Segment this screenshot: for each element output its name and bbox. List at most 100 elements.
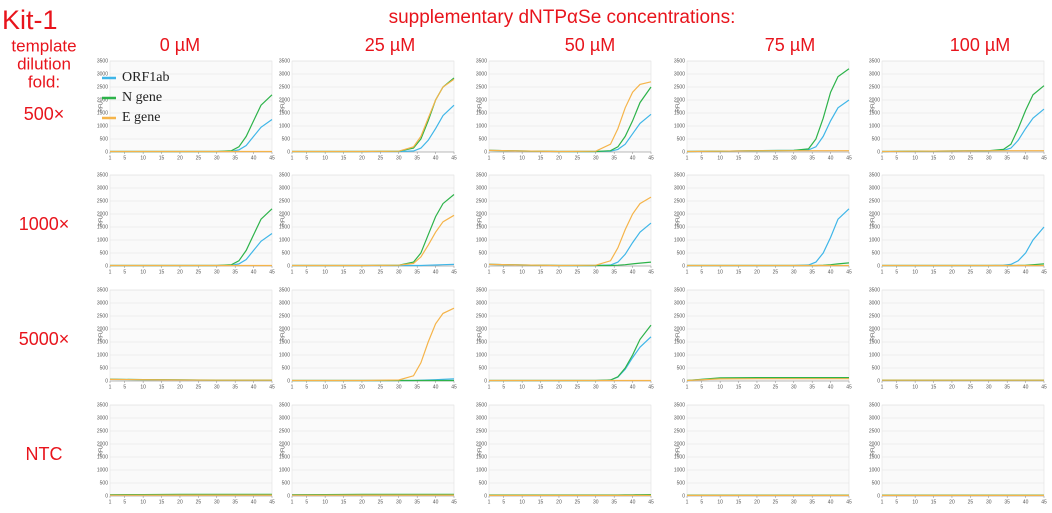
x-tick-label: 20 bbox=[556, 499, 562, 505]
x-tick-label: 30 bbox=[791, 384, 797, 390]
x-tick-label: 40 bbox=[251, 499, 257, 505]
y-tick-label: 1000 bbox=[869, 237, 880, 243]
x-tick-label: 40 bbox=[630, 269, 636, 275]
y-tick-label: 0 bbox=[682, 263, 685, 269]
x-tick-label: 1 bbox=[488, 384, 491, 390]
y-tick-label: 2500 bbox=[674, 428, 685, 434]
y-axis-label: RFU bbox=[280, 101, 286, 112]
x-tick-label: 5 bbox=[305, 269, 308, 275]
x-tick-label: 35 bbox=[611, 155, 617, 161]
x-tick-label: 30 bbox=[986, 499, 992, 505]
plot-area bbox=[488, 404, 652, 497]
x-tick-label: 40 bbox=[433, 384, 439, 390]
x-tick-label: 25 bbox=[378, 155, 384, 161]
y-tick-label: 0 bbox=[682, 493, 685, 499]
x-tick-label: 5 bbox=[305, 155, 308, 161]
y-tick-label: 1500 bbox=[279, 224, 290, 230]
concentration-label: supplementary dNTPαSe concentrations: bbox=[389, 7, 736, 28]
y-tick-label: 0 bbox=[877, 378, 880, 384]
x-tick-label: 1 bbox=[488, 269, 491, 275]
y-axis-label: RFU bbox=[477, 445, 483, 456]
x-tick-label: 20 bbox=[949, 384, 955, 390]
x-tick-label: 5 bbox=[502, 269, 505, 275]
plot-area bbox=[291, 404, 455, 497]
x-tick-label: 35 bbox=[1004, 384, 1010, 390]
y-tick-label: 1500 bbox=[674, 224, 685, 230]
x-tick-label: 30 bbox=[396, 155, 402, 161]
x-tick-label: 1 bbox=[881, 269, 884, 275]
x-tick-label: 15 bbox=[931, 269, 937, 275]
x-tick-label: 35 bbox=[1004, 269, 1010, 275]
x-tick-label: 30 bbox=[396, 499, 402, 505]
plot-area bbox=[488, 174, 652, 267]
y-tick-label: 1000 bbox=[279, 352, 290, 358]
y-tick-label: 2000 bbox=[869, 97, 880, 103]
x-tick-label: 40 bbox=[1023, 499, 1029, 505]
plot-area bbox=[291, 174, 455, 267]
y-tick-label: 1500 bbox=[869, 454, 880, 460]
legend-label: N gene bbox=[122, 90, 162, 105]
series-line bbox=[686, 378, 849, 382]
x-tick-label: 20 bbox=[949, 155, 955, 161]
y-tick-label: 3000 bbox=[674, 185, 685, 191]
y-tick-label: 2500 bbox=[97, 313, 108, 319]
y-tick-label: 3500 bbox=[97, 402, 108, 408]
y-tick-label: 2500 bbox=[674, 198, 685, 204]
x-tick-label: 45 bbox=[1041, 155, 1047, 161]
y-tick-label: 3000 bbox=[869, 71, 880, 77]
y-tick-label: 3500 bbox=[869, 402, 880, 408]
x-tick-label: 5 bbox=[700, 384, 703, 390]
x-tick-label: 25 bbox=[773, 269, 779, 275]
x-tick-label: 25 bbox=[196, 384, 202, 390]
x-tick-label: 10 bbox=[140, 269, 146, 275]
y-tick-label: 0 bbox=[484, 263, 487, 269]
x-tick-label: 20 bbox=[754, 499, 760, 505]
x-tick-label: 15 bbox=[736, 499, 742, 505]
x-tick-label: 15 bbox=[538, 384, 544, 390]
x-tick-label: 10 bbox=[519, 499, 525, 505]
series-line bbox=[292, 78, 455, 153]
x-tick-label: 40 bbox=[433, 269, 439, 275]
x-tick-label: 30 bbox=[593, 384, 599, 390]
y-tick-label: 1000 bbox=[674, 352, 685, 358]
x-tick-label: 30 bbox=[214, 384, 220, 390]
y-tick-label: 1500 bbox=[97, 454, 108, 460]
y-tick-label: 500 bbox=[282, 250, 291, 256]
y-tick-label: 1000 bbox=[97, 123, 108, 129]
y-axis-label: RFU bbox=[870, 330, 876, 341]
y-tick-label: 3500 bbox=[674, 172, 685, 178]
x-tick-label: 15 bbox=[341, 269, 347, 275]
y-tick-label: 0 bbox=[287, 263, 290, 269]
x-tick-label: 10 bbox=[519, 384, 525, 390]
y-tick-label: 2000 bbox=[279, 211, 290, 217]
y-tick-label: 500 bbox=[872, 250, 881, 256]
x-tick-label: 15 bbox=[736, 384, 742, 390]
x-tick-label: 35 bbox=[809, 384, 815, 390]
y-tick-label: 1500 bbox=[869, 110, 880, 116]
x-tick-label: 30 bbox=[791, 269, 797, 275]
y-tick-label: 500 bbox=[100, 365, 109, 371]
y-tick-label: 500 bbox=[872, 480, 881, 486]
y-tick-label: 2500 bbox=[476, 198, 487, 204]
x-tick-label: 30 bbox=[593, 155, 599, 161]
x-tick-label: 10 bbox=[519, 269, 525, 275]
y-axis-label: RFU bbox=[280, 330, 286, 341]
x-tick-label: 30 bbox=[791, 155, 797, 161]
x-tick-label: 20 bbox=[177, 269, 183, 275]
x-tick-label: 20 bbox=[177, 499, 183, 505]
y-tick-label: 3500 bbox=[279, 172, 290, 178]
y-tick-label: 3000 bbox=[476, 71, 487, 77]
x-tick-label: 15 bbox=[931, 384, 937, 390]
x-tick-label: 45 bbox=[451, 384, 457, 390]
y-tick-label: 2000 bbox=[869, 211, 880, 217]
y-tick-label: 3500 bbox=[279, 402, 290, 408]
x-tick-label: 1 bbox=[109, 499, 112, 505]
y-tick-label: 1000 bbox=[97, 352, 108, 358]
y-tick-label: 2500 bbox=[97, 84, 108, 90]
x-tick-label: 10 bbox=[322, 269, 328, 275]
x-tick-label: 1 bbox=[488, 499, 491, 505]
y-tick-label: 1500 bbox=[869, 224, 880, 230]
y-tick-label: 500 bbox=[677, 136, 686, 142]
x-tick-label: 35 bbox=[414, 384, 420, 390]
y-tick-label: 0 bbox=[105, 378, 108, 384]
